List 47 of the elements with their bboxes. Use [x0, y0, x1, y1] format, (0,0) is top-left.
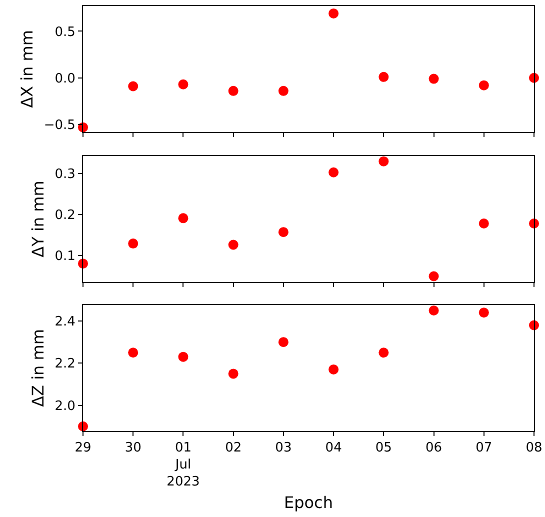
point — [278, 337, 288, 348]
y-tick-label: 2.4 — [54, 314, 76, 330]
point — [428, 271, 439, 282]
y-tick-label: 0.3 — [54, 167, 76, 182]
y-axis-title: ΔY in mm — [28, 180, 48, 258]
point — [178, 213, 188, 224]
x-tick-label: 07 — [476, 440, 492, 456]
point — [478, 218, 489, 228]
point — [478, 308, 489, 318]
point — [378, 156, 389, 166]
x-tick-label: 08 — [526, 440, 542, 456]
x-axis-title: Epoch — [284, 493, 333, 512]
point — [128, 238, 138, 249]
point — [428, 74, 439, 84]
x-tick-label: 02 — [225, 440, 242, 456]
point — [278, 86, 288, 96]
y-tick-label: −0.5 — [44, 118, 76, 134]
point — [378, 348, 389, 358]
point — [228, 240, 238, 250]
y-tick-label: 2.2 — [54, 356, 76, 372]
y-tick-label: 0.2 — [54, 208, 76, 224]
point — [328, 167, 339, 178]
y-tick-label: 0.1 — [54, 248, 76, 264]
point — [328, 364, 339, 374]
x-tick-label: 03 — [275, 440, 292, 456]
point — [128, 81, 138, 92]
point — [228, 368, 238, 379]
y-axis-title: ΔX in mm — [18, 30, 37, 108]
x-tick-label: 06 — [426, 440, 442, 456]
x-tick-label: 29 — [74, 440, 92, 456]
point — [178, 352, 188, 362]
point — [178, 79, 188, 90]
point — [378, 72, 389, 82]
y-tick-label: 2.0 — [54, 398, 76, 414]
y-axis-title: ΔZ in mm — [28, 329, 48, 407]
point — [428, 305, 439, 316]
x-tick-label: 30 — [124, 440, 142, 456]
x-tick-label: 01 Jul 2023 — [166, 440, 200, 490]
y-tick-label: 0.5 — [54, 24, 76, 40]
point — [328, 8, 339, 18]
x-tick-label: 05 — [375, 440, 392, 456]
point — [228, 86, 238, 96]
point — [128, 348, 138, 358]
x-tick-label: 04 — [325, 440, 342, 456]
point — [278, 227, 288, 238]
point — [478, 80, 489, 90]
y-tick-label: 0.0 — [54, 71, 76, 86]
